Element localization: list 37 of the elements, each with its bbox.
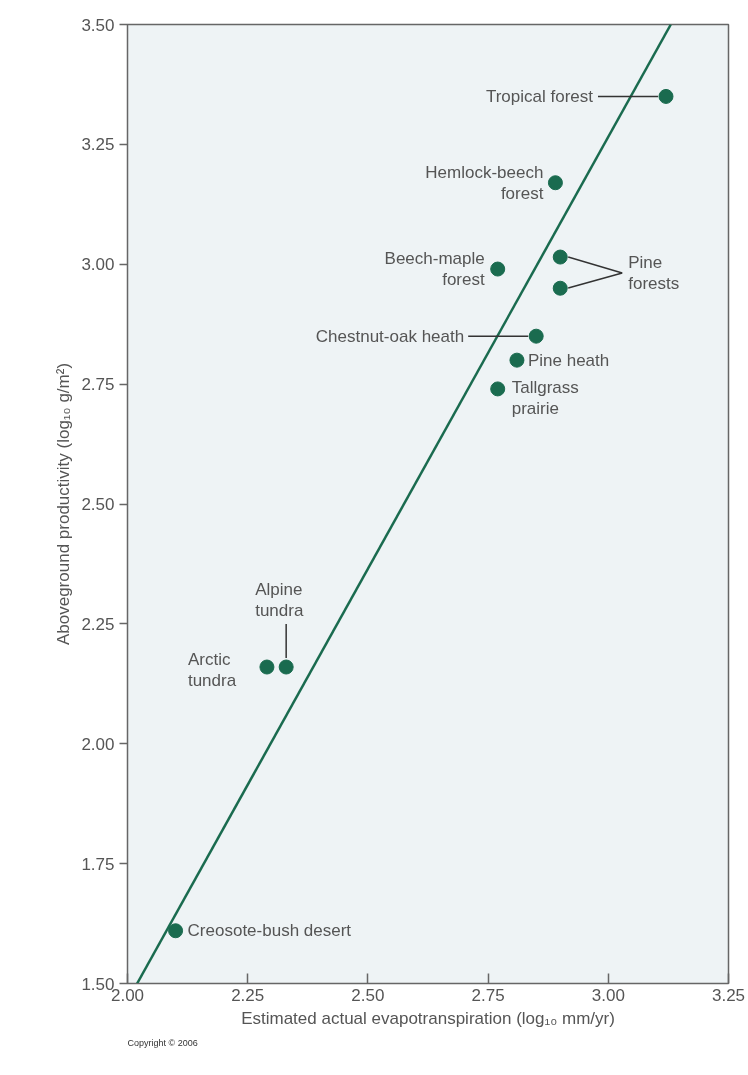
x-tick-label: 3.00 <box>591 985 625 1005</box>
point <box>278 659 294 675</box>
y-tick-label: 2.50 <box>81 495 115 514</box>
point <box>547 175 563 191</box>
point <box>168 923 184 939</box>
y-tick-label: 1.75 <box>81 854 115 874</box>
x-tick-label: 2.50 <box>351 985 385 1005</box>
annotation: Alpine tundra <box>255 580 304 621</box>
x-tick-label: 2.75 <box>471 985 505 1005</box>
point <box>509 352 525 368</box>
text: Copyright © 2006 <box>127 1037 198 1048</box>
y-tick-label: 3.25 <box>81 135 115 155</box>
y-tick-label: 2.25 <box>81 614 115 634</box>
annotation: Pine heath <box>527 350 610 370</box>
y-tick-label: 2.75 <box>81 375 115 395</box>
annotation: Chestnut-oak heath <box>315 326 465 346</box>
point <box>490 381 506 397</box>
annotation: Tropical forest <box>485 86 594 106</box>
point <box>528 328 544 344</box>
point <box>490 261 506 277</box>
annotation: Pine forests <box>628 253 680 294</box>
x-tick-label: 2.25 <box>231 985 265 1005</box>
point <box>658 88 674 104</box>
point <box>552 249 568 265</box>
y-tick-label: 2.00 <box>81 734 115 754</box>
x-tick-label: 3.25 <box>711 985 746 1005</box>
annotation: Hemlock-beech forest <box>425 162 544 203</box>
annotation: Tallgrass prairie <box>511 377 579 418</box>
annotation: Creosote-bush desert <box>187 921 352 941</box>
y-tick-label: 3.00 <box>81 255 115 275</box>
x-axis-title: Estimated actual evapotranspiration (log₁₀ mm/yr) <box>241 1008 615 1028</box>
y-tick-label: 3.50 <box>81 15 115 35</box>
y-axis-title: Aboveground productivity (log₁₀ g/m²) <box>54 362 74 646</box>
annotation: Beech-maple forest <box>384 249 485 289</box>
point <box>552 280 568 296</box>
annotation: Arctic tundra <box>187 650 237 690</box>
point <box>259 659 275 675</box>
